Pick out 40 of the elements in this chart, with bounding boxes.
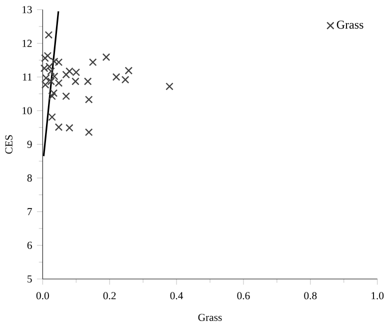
point (50, 89, 58, 98)
point (84, 128, 93, 136)
x-tick-label: 0.0 (36, 292, 49, 300)
point (41, 80, 50, 89)
y-tick-label: 6 (27, 242, 32, 249)
point (48, 113, 56, 121)
point (88, 58, 97, 66)
x-tick-label: 0.2 (103, 292, 116, 300)
point (44, 31, 53, 39)
x-tick-label: 0.8 (304, 292, 317, 300)
y-tick-label: 8 (27, 174, 32, 182)
y-tick-label: 10 (22, 107, 32, 114)
point (124, 66, 133, 75)
point (62, 92, 70, 100)
point (112, 73, 120, 81)
y-tick-label: 9 (27, 140, 32, 148)
point (121, 76, 130, 84)
point (62, 70, 70, 79)
x-tick-label: 0.6 (237, 292, 250, 300)
x-axis-title: Grass (198, 314, 222, 321)
y-tick-label: 7 (28, 208, 32, 216)
y-tick-label: 5 (28, 275, 32, 283)
x-tick-label: 1.0 (372, 292, 384, 300)
point (102, 53, 110, 62)
point (54, 123, 63, 132)
legend-label: Grass (336, 20, 364, 29)
y-tick-label: 13 (22, 6, 32, 14)
point (72, 77, 80, 86)
y-tick-label: 11 (22, 73, 32, 81)
point (166, 82, 174, 90)
x-tick-label: 0.4 (170, 292, 184, 300)
point (84, 77, 92, 86)
y-tick-label: 12 (22, 40, 32, 47)
point (44, 52, 52, 60)
point (41, 54, 49, 62)
y-axis-title: CES (5, 135, 12, 154)
point (48, 92, 56, 100)
point (66, 124, 74, 132)
point (54, 58, 63, 66)
point (84, 96, 93, 104)
